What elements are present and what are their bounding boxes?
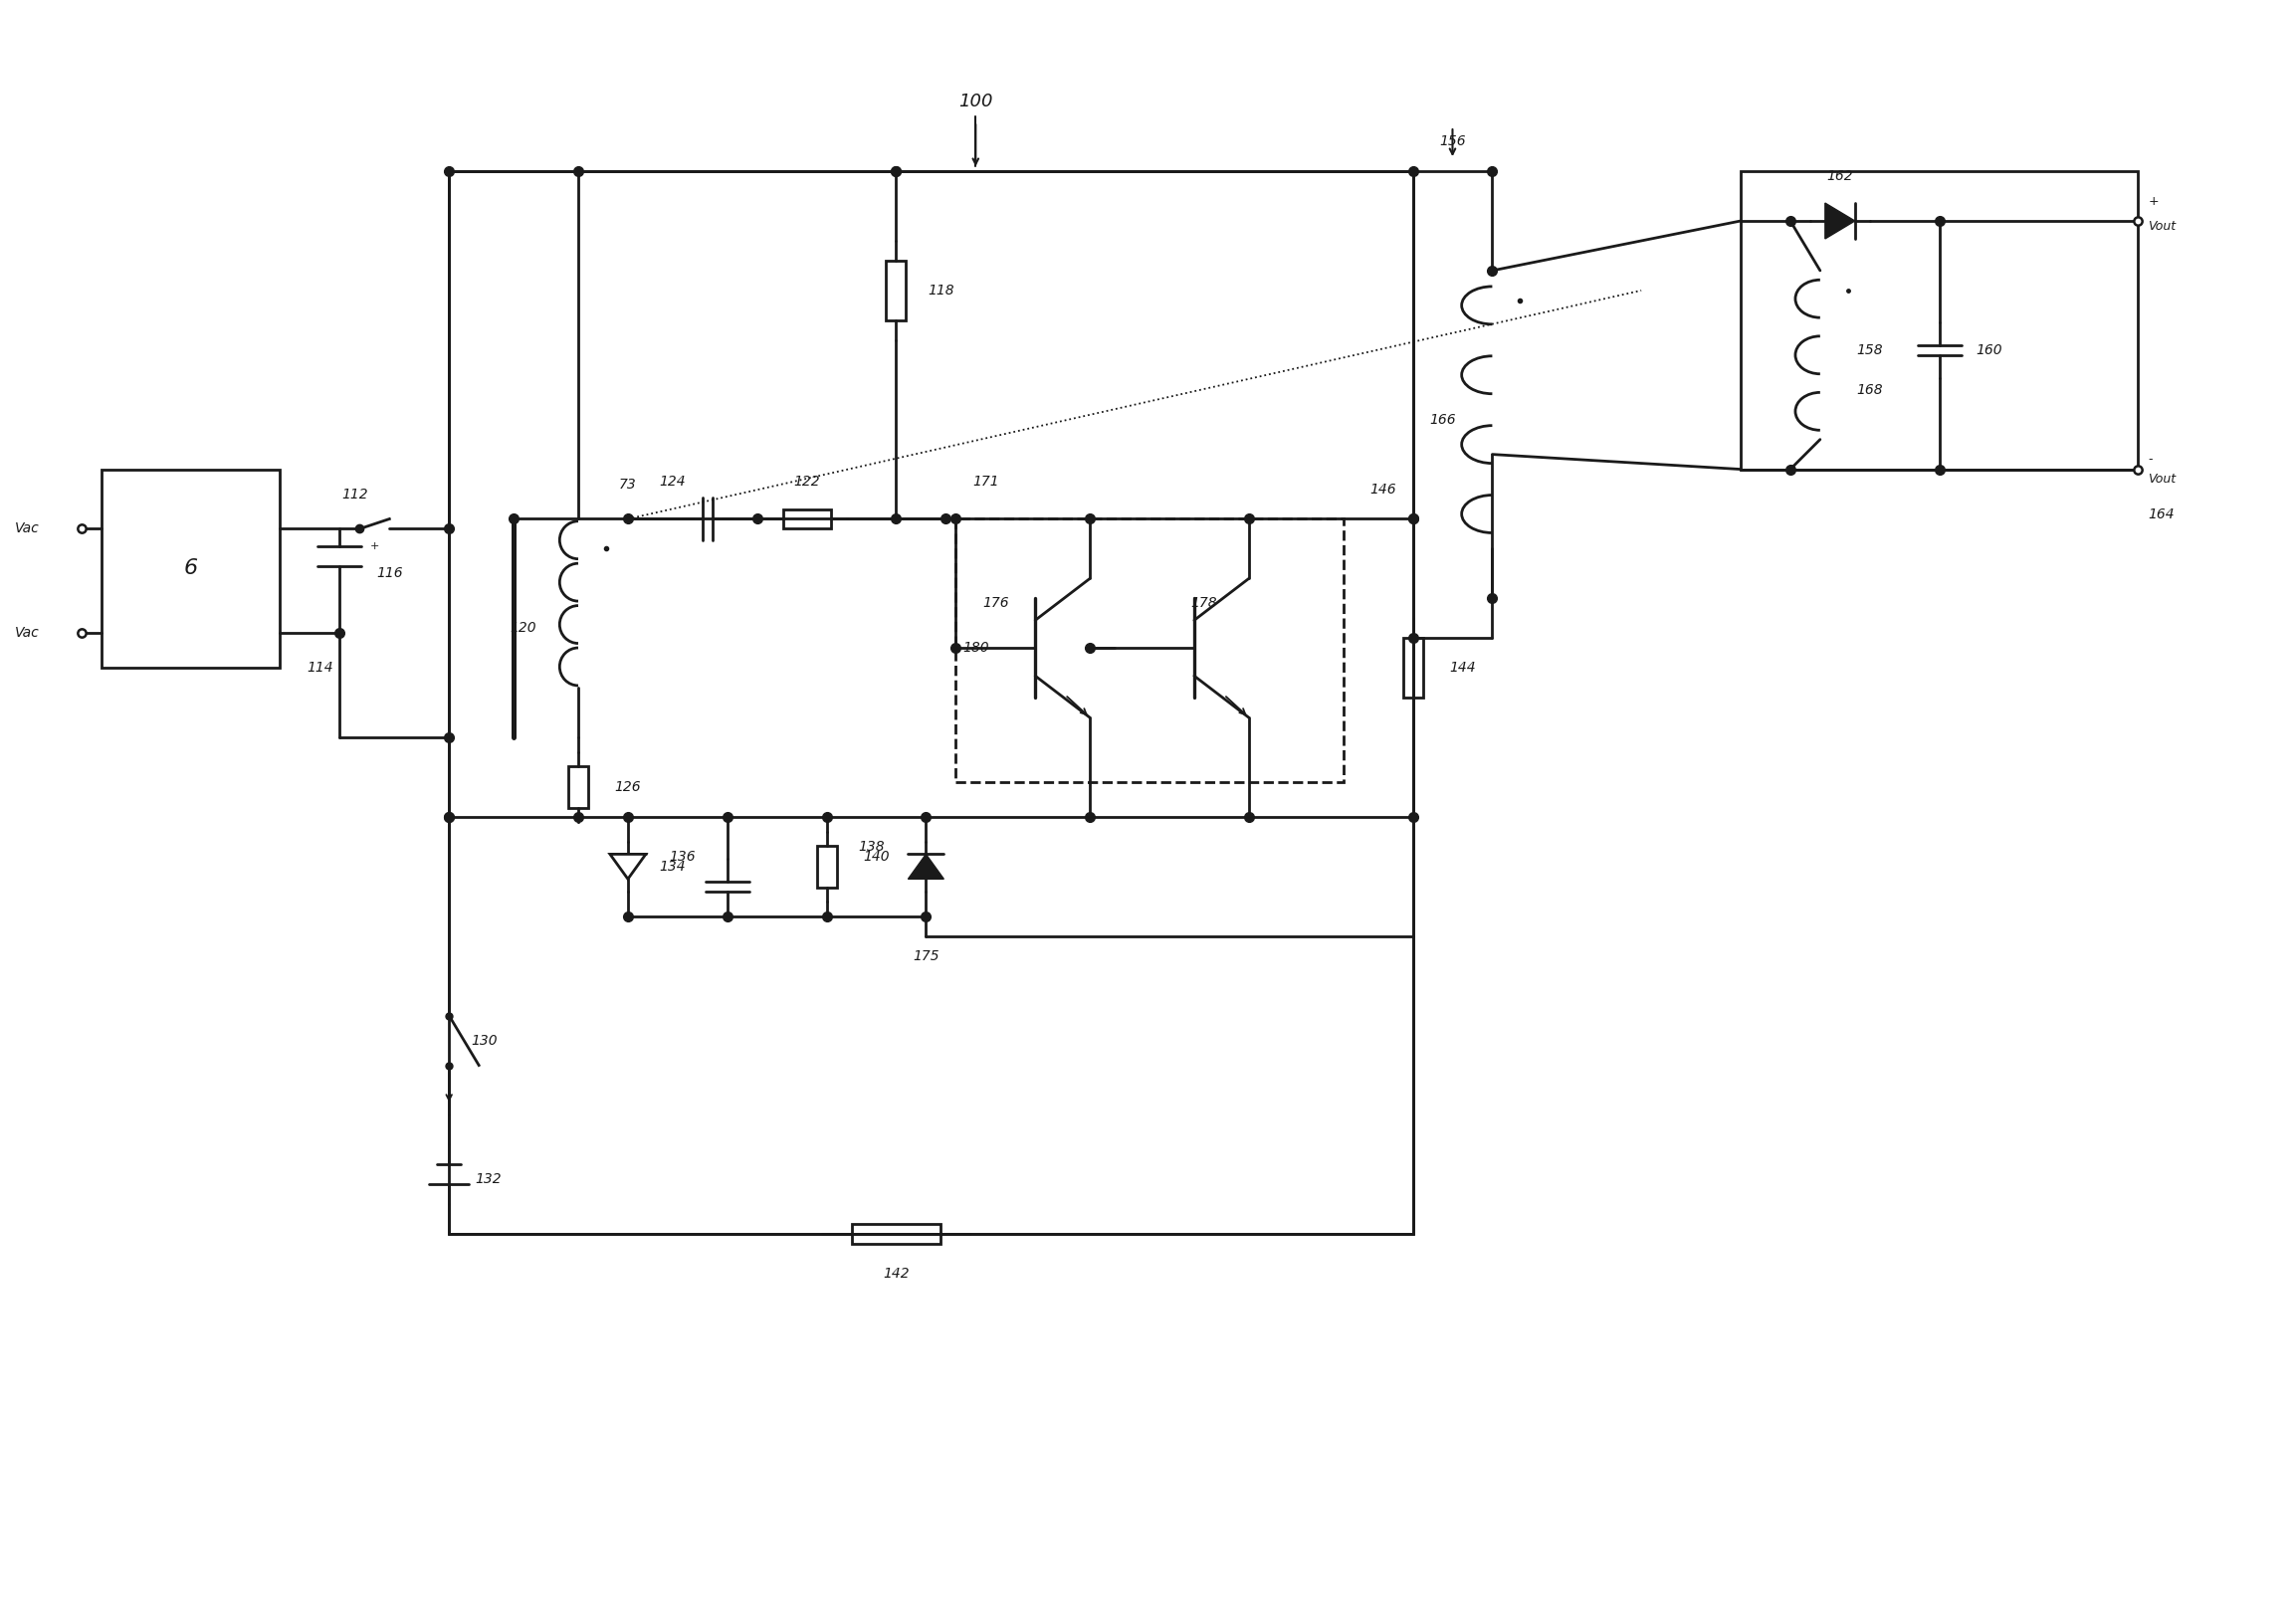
Text: 146: 146 — [1371, 482, 1396, 497]
Text: 175: 175 — [914, 948, 939, 963]
Text: 171: 171 — [971, 474, 999, 489]
Text: 178: 178 — [1192, 597, 1217, 610]
Bar — [817, 845, 836, 887]
Bar — [101, 469, 280, 668]
Text: +: + — [370, 542, 379, 552]
Bar — [569, 766, 588, 808]
Bar — [852, 1224, 941, 1244]
Text: 138: 138 — [859, 840, 884, 853]
Text: 124: 124 — [659, 474, 687, 489]
Text: 176: 176 — [983, 597, 1008, 610]
Text: 156: 156 — [1440, 134, 1465, 148]
Text: -: - — [2149, 453, 2151, 466]
Text: 140: 140 — [863, 850, 889, 863]
Polygon shape — [611, 855, 645, 879]
Text: 130: 130 — [471, 1034, 496, 1047]
Bar — [450, 171, 1412, 1234]
Text: 112: 112 — [342, 487, 367, 502]
Text: 118: 118 — [928, 284, 955, 297]
Text: 136: 136 — [668, 850, 696, 863]
Bar — [783, 510, 831, 529]
Bar — [1740, 171, 2138, 469]
Text: 162: 162 — [1828, 169, 1853, 184]
Text: 126: 126 — [615, 781, 641, 794]
Text: Vout: Vout — [2149, 473, 2177, 486]
Text: Vout: Vout — [2149, 219, 2177, 232]
Text: +: + — [2149, 195, 2158, 208]
Text: 180: 180 — [962, 640, 990, 655]
Text: 132: 132 — [475, 1173, 503, 1187]
Text: 120: 120 — [510, 621, 537, 636]
Polygon shape — [1825, 203, 1855, 239]
Text: 166: 166 — [1430, 413, 1456, 426]
Text: 122: 122 — [794, 474, 820, 489]
Text: 134: 134 — [659, 860, 687, 874]
Text: 144: 144 — [1449, 661, 1476, 674]
Bar — [886, 261, 907, 321]
Bar — [955, 519, 1343, 782]
Bar — [1403, 639, 1424, 698]
Text: 158: 158 — [1857, 344, 1883, 356]
Text: 142: 142 — [884, 1266, 909, 1281]
Text: Vac: Vac — [14, 523, 39, 536]
Text: 6: 6 — [184, 558, 197, 579]
Text: 116: 116 — [377, 566, 402, 581]
Polygon shape — [907, 855, 944, 879]
Text: 160: 160 — [1977, 344, 2002, 356]
Text: 168: 168 — [1857, 382, 1883, 397]
Text: Vac: Vac — [14, 626, 39, 640]
Text: 114: 114 — [308, 661, 333, 674]
Text: 164: 164 — [2149, 506, 2174, 521]
Text: 100: 100 — [957, 94, 992, 111]
Text: 73: 73 — [620, 477, 636, 490]
